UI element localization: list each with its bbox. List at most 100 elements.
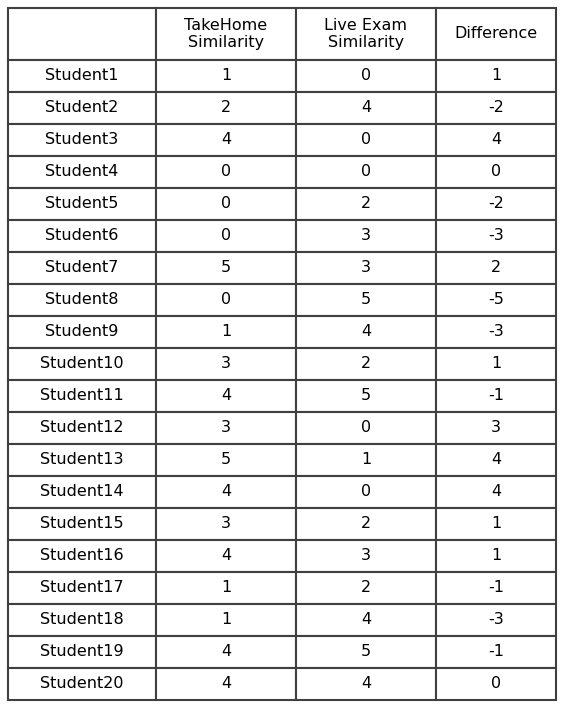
Bar	[8, 668, 156, 700]
Bar	[8, 380, 156, 412]
Text: Live Exam
Similarity: Live Exam Similarity	[324, 18, 408, 50]
Text: 1: 1	[221, 69, 231, 83]
Bar	[436, 220, 556, 252]
Bar	[296, 316, 436, 348]
Bar	[156, 348, 296, 380]
Bar	[8, 508, 156, 540]
Bar	[156, 636, 296, 668]
Text: 1: 1	[491, 549, 501, 563]
Bar	[8, 92, 156, 124]
Text: 4: 4	[491, 132, 501, 147]
Bar	[8, 636, 156, 668]
Text: 1: 1	[221, 325, 231, 340]
Bar	[296, 124, 436, 156]
Bar	[8, 252, 156, 284]
Text: Student13: Student13	[40, 453, 124, 468]
Text: 1: 1	[221, 581, 231, 596]
Bar	[436, 92, 556, 124]
Text: Student16: Student16	[40, 549, 124, 563]
Bar	[436, 60, 556, 92]
Bar	[436, 124, 556, 156]
Bar	[8, 476, 156, 508]
Bar	[156, 540, 296, 572]
Text: Student14: Student14	[40, 484, 124, 500]
Bar	[296, 348, 436, 380]
Bar	[296, 8, 436, 60]
Text: 4: 4	[221, 484, 231, 500]
Bar	[436, 412, 556, 444]
Bar	[156, 60, 296, 92]
Text: 1: 1	[491, 516, 501, 531]
Text: Student9: Student9	[45, 325, 118, 340]
Bar	[436, 380, 556, 412]
Text: 0: 0	[361, 421, 371, 435]
Text: -3: -3	[488, 612, 504, 628]
Bar	[436, 8, 556, 60]
Text: 4: 4	[491, 484, 501, 500]
Bar	[8, 8, 156, 60]
Text: 0: 0	[221, 197, 231, 212]
Bar	[156, 8, 296, 60]
Text: -2: -2	[488, 100, 504, 116]
Text: 0: 0	[491, 677, 501, 691]
Bar	[296, 60, 436, 92]
Bar	[8, 572, 156, 604]
Bar	[8, 60, 156, 92]
Text: -3: -3	[488, 325, 504, 340]
Bar	[296, 572, 436, 604]
Text: 2: 2	[361, 581, 371, 596]
Text: 3: 3	[221, 516, 231, 531]
Text: 2: 2	[361, 356, 371, 372]
Bar	[8, 348, 156, 380]
Bar	[8, 156, 156, 188]
Bar	[436, 508, 556, 540]
Bar	[156, 252, 296, 284]
Bar	[296, 636, 436, 668]
Bar	[156, 220, 296, 252]
Text: 1: 1	[491, 69, 501, 83]
Bar	[436, 636, 556, 668]
Bar	[8, 412, 156, 444]
Text: 0: 0	[221, 165, 231, 179]
Text: 2: 2	[361, 197, 371, 212]
Text: 4: 4	[221, 549, 231, 563]
Text: 4: 4	[361, 677, 371, 691]
Text: Student19: Student19	[40, 644, 124, 659]
Text: 3: 3	[221, 356, 231, 372]
Bar	[436, 156, 556, 188]
Bar	[8, 540, 156, 572]
Bar	[156, 444, 296, 476]
Text: 1: 1	[361, 453, 371, 468]
Bar	[156, 508, 296, 540]
Text: 0: 0	[221, 293, 231, 307]
Bar	[296, 252, 436, 284]
Bar	[156, 284, 296, 316]
Text: 1: 1	[491, 356, 501, 372]
Text: 1: 1	[221, 612, 231, 628]
Text: Student20: Student20	[40, 677, 124, 691]
Bar	[8, 604, 156, 636]
Bar	[296, 156, 436, 188]
Bar	[156, 380, 296, 412]
Text: 2: 2	[491, 260, 501, 275]
Text: -1: -1	[488, 388, 504, 403]
Text: 3: 3	[361, 260, 371, 275]
Bar	[296, 476, 436, 508]
Text: Student3: Student3	[45, 132, 118, 147]
Text: Student12: Student12	[40, 421, 124, 435]
Bar	[296, 668, 436, 700]
Text: 4: 4	[361, 612, 371, 628]
Bar	[436, 476, 556, 508]
Text: -1: -1	[488, 581, 504, 596]
Bar	[436, 252, 556, 284]
Bar	[8, 220, 156, 252]
Text: -1: -1	[488, 644, 504, 659]
Bar	[156, 124, 296, 156]
Text: Student4: Student4	[45, 165, 118, 179]
Text: Student5: Student5	[45, 197, 118, 212]
Bar	[296, 604, 436, 636]
Bar	[296, 540, 436, 572]
Text: 2: 2	[361, 516, 371, 531]
Text: Student18: Student18	[40, 612, 124, 628]
Bar	[156, 316, 296, 348]
